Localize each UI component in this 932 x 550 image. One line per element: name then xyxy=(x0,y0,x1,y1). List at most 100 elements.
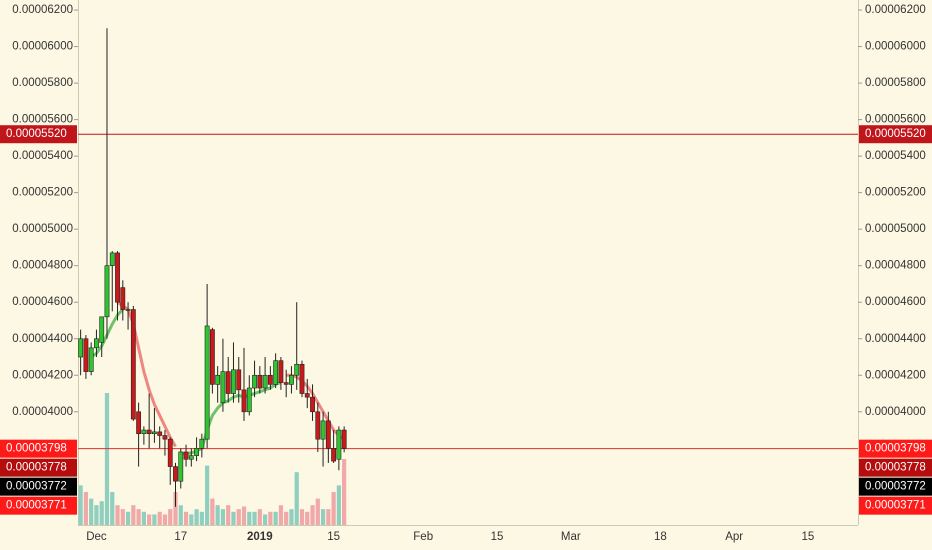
candle-body xyxy=(241,389,247,413)
candle-body xyxy=(88,347,94,372)
x-tick-label: 15 xyxy=(802,531,815,543)
candle-body xyxy=(262,374,268,389)
volume-bar xyxy=(78,485,83,525)
y-tick-label: 0.00004400 xyxy=(865,333,926,345)
candle-body xyxy=(209,329,215,385)
candle-body xyxy=(99,316,105,343)
candle-body xyxy=(173,466,178,482)
candle-body xyxy=(199,438,205,449)
y-tick-label: 0.00005200 xyxy=(865,187,926,199)
x-tick-label: 15 xyxy=(327,531,340,543)
volume-bar xyxy=(342,459,347,525)
candle-body xyxy=(225,371,231,394)
candle-body xyxy=(320,420,326,440)
volume-bar xyxy=(205,465,210,525)
volume-bar xyxy=(315,498,320,525)
y-tick-label: 0.00004600 xyxy=(12,296,73,308)
volume-bar xyxy=(331,492,336,525)
candle-body xyxy=(109,252,115,266)
candle-body xyxy=(267,374,273,385)
candle-body xyxy=(178,451,184,482)
volume-bar xyxy=(147,514,152,525)
x-tick-label: 2019 xyxy=(247,531,273,543)
x-tick-label: 17 xyxy=(174,531,187,543)
volume-bar xyxy=(131,505,136,525)
volume-bar xyxy=(305,511,310,525)
price-label: 0.00005520 xyxy=(865,128,926,140)
candle-body xyxy=(331,448,337,462)
volume-bar xyxy=(99,501,104,525)
candle-body xyxy=(94,338,99,349)
volume-bar xyxy=(110,492,115,525)
y-tick-label: 0.00004200 xyxy=(865,369,926,381)
y-tick-label: 0.00005200 xyxy=(12,187,73,199)
price-label-box xyxy=(0,439,77,458)
price-label: 0.00003772 xyxy=(865,481,926,493)
price-label-box xyxy=(0,458,77,477)
volume-bar xyxy=(284,511,289,525)
candle-body xyxy=(167,438,173,467)
volume-bar xyxy=(104,393,110,525)
price-label-box xyxy=(0,496,77,515)
candle-body xyxy=(273,360,279,385)
candle-body xyxy=(315,411,321,440)
price-label: 0.00003798 xyxy=(6,443,67,455)
candle-body xyxy=(236,369,242,391)
price-label: 0.00003778 xyxy=(6,462,67,474)
candle-body xyxy=(257,374,263,389)
volume-bar xyxy=(268,511,273,525)
candle-body xyxy=(78,338,84,358)
volume-bar xyxy=(94,505,99,525)
x-tick-label: Feb xyxy=(413,531,433,543)
volume-bar xyxy=(136,509,141,525)
y-tick-label: 0.00005400 xyxy=(12,150,73,162)
candle-body xyxy=(252,374,257,389)
volume-bar xyxy=(210,498,215,525)
candle-body xyxy=(162,435,168,440)
price-label: 0.00003772 xyxy=(6,481,67,493)
candle-body xyxy=(120,287,126,310)
volume-bar xyxy=(215,505,220,525)
candle-body xyxy=(125,309,131,311)
volume-bar xyxy=(189,514,194,525)
y-tick-label: 0.00006200 xyxy=(865,4,926,16)
candle-body xyxy=(183,451,189,460)
price-label: 0.00003778 xyxy=(865,462,926,474)
candle-body xyxy=(336,429,342,460)
y-tick-label: 0.00004600 xyxy=(865,296,926,308)
price-label-box xyxy=(859,458,932,477)
ma-line xyxy=(116,300,346,448)
volume-bar xyxy=(310,505,315,525)
candle-body xyxy=(104,265,110,318)
candle-body xyxy=(136,411,142,434)
candle-body xyxy=(246,387,252,413)
candle-body xyxy=(299,364,305,394)
candle-body xyxy=(289,374,294,385)
candle-body xyxy=(304,393,310,398)
candle-body xyxy=(194,448,199,456)
volume-bar xyxy=(125,511,131,525)
y-tick-label: 0.00004200 xyxy=(12,369,73,381)
x-tick-label: Dec xyxy=(86,531,107,543)
y-tick-label: 0.00005600 xyxy=(12,114,73,126)
y-tick-label: 0.00004400 xyxy=(12,333,73,345)
candle-body xyxy=(231,369,236,394)
price-label-box xyxy=(859,439,932,458)
y-tick-label: 0.00004000 xyxy=(12,406,73,418)
price-label: 0.00003798 xyxy=(865,443,926,455)
volume-bar xyxy=(289,509,294,525)
price-label-box xyxy=(859,477,932,496)
price-label-box xyxy=(859,496,932,515)
volume-bar xyxy=(326,509,331,525)
candle-body xyxy=(220,371,226,403)
candle-body xyxy=(325,420,331,449)
candle-body xyxy=(130,309,136,420)
y-tick-label: 0.00004800 xyxy=(12,260,73,272)
y-tick-label: 0.00005000 xyxy=(865,223,926,235)
volume-bar xyxy=(194,509,199,525)
y-tick-label: 0.00005800 xyxy=(865,77,926,89)
candle-body xyxy=(283,382,289,385)
volume-bar xyxy=(236,509,241,525)
volume-bar xyxy=(83,492,89,525)
volume-bar xyxy=(336,485,341,525)
